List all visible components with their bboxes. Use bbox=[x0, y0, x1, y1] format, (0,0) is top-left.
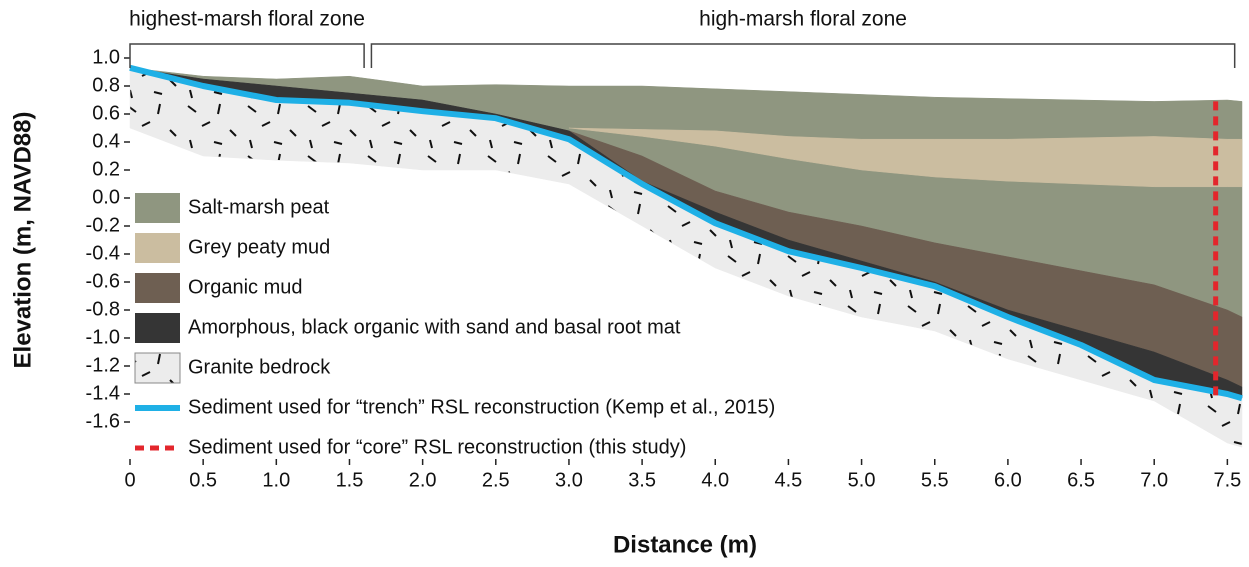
y-axis-title: Elevation (m, NAVD88) bbox=[9, 112, 36, 369]
legend-swatch bbox=[134, 352, 181, 384]
zone-bracket bbox=[129, 43, 365, 68]
y-tick-label: -1.4 bbox=[86, 382, 120, 404]
zone-label: highest-marsh floral zone bbox=[129, 8, 365, 31]
x-tick-label: 0.5 bbox=[189, 469, 217, 491]
x-tick-label: 4.0 bbox=[701, 469, 729, 491]
y-tick-label: -1.0 bbox=[86, 326, 120, 348]
legend-swatch bbox=[135, 313, 180, 343]
zone-bracket bbox=[370, 43, 1236, 68]
axes: 1.0 0.8 0.6 0.4 0.2 0.0 -0.2 -0.4 -0.6 -0.8 -1.0 -1… bbox=[86, 8, 1242, 492]
layer bbox=[568, 127, 1243, 188]
legend-swatch bbox=[135, 193, 180, 223]
legend-label: Grey peaty mud bbox=[188, 236, 330, 258]
legend: Salt-marsh peat Grey peaty mud Organic mud… bbox=[134, 193, 775, 458]
x-tick-label: 6.0 bbox=[994, 469, 1022, 491]
y-tick-label: -0.8 bbox=[86, 298, 120, 320]
y-tick-label: 0.8 bbox=[92, 74, 120, 96]
x-tick-label: 2.5 bbox=[482, 469, 510, 491]
y-tick-label: -0.2 bbox=[86, 214, 120, 236]
y-tick-label: -1.2 bbox=[86, 354, 120, 376]
x-axis-title: Distance (m) bbox=[613, 531, 757, 558]
y-tick-label: -0.6 bbox=[86, 270, 120, 292]
y-tick-label: -1.6 bbox=[86, 410, 120, 432]
legend-label: Sediment used for “trench” RSL reconstru… bbox=[188, 396, 775, 418]
x-tick-label: 7.5 bbox=[1213, 469, 1241, 491]
x-tick-label: 7.0 bbox=[1140, 469, 1168, 491]
y-tick-label: 1.0 bbox=[92, 46, 120, 68]
legend-label: Granite bedrock bbox=[188, 356, 331, 378]
y-tick-label: 0.4 bbox=[92, 130, 120, 152]
x-tick-label: 6.5 bbox=[1067, 469, 1095, 491]
plot-area bbox=[129, 64, 1243, 448]
legend-label: Sediment used for “core” RSL reconstruct… bbox=[188, 436, 686, 458]
y-tick-label: 0.2 bbox=[92, 158, 120, 180]
legend-swatch bbox=[135, 273, 180, 303]
legend-label: Amorphous, black organic with sand and b… bbox=[188, 316, 681, 338]
legend-swatch bbox=[135, 233, 180, 263]
x-tick-label: 3.5 bbox=[628, 469, 656, 491]
x-tick-label: 1.0 bbox=[262, 469, 290, 491]
x-tick-label: 0 bbox=[124, 469, 135, 491]
x-tick-label: 1.5 bbox=[336, 469, 364, 491]
y-tick-label: 0.0 bbox=[92, 186, 120, 208]
y-tick-label: -0.4 bbox=[86, 242, 120, 264]
legend-label: Organic mud bbox=[188, 276, 303, 298]
x-tick-label: 5.5 bbox=[921, 469, 949, 491]
zone-label: high-marsh floral zone bbox=[699, 8, 907, 31]
x-tick-label: 4.5 bbox=[775, 469, 803, 491]
y-tick-label: 0.6 bbox=[92, 102, 120, 124]
legend-label: Salt-marsh peat bbox=[188, 196, 330, 218]
x-tick-label: 5.0 bbox=[848, 469, 876, 491]
trench-line bbox=[129, 64, 1243, 402]
x-tick-label: 2.0 bbox=[409, 469, 437, 491]
x-tick-label: 3.0 bbox=[555, 469, 583, 491]
